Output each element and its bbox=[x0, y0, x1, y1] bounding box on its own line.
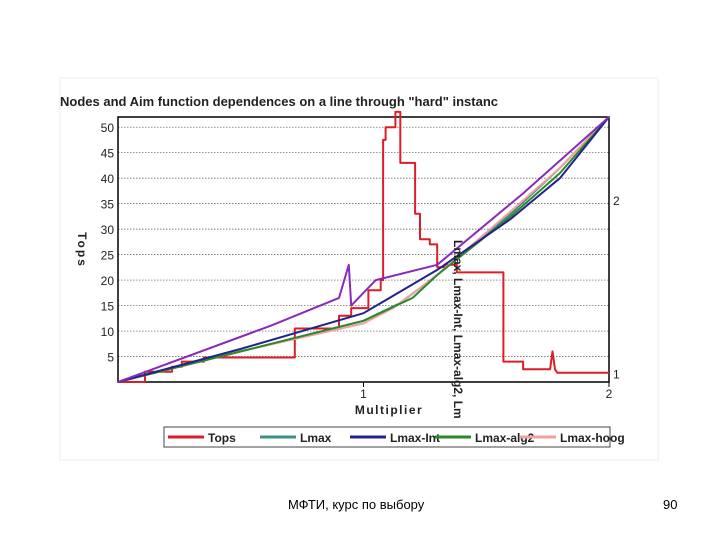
y-tick-label: 50 bbox=[101, 121, 115, 135]
y-tick-label: 35 bbox=[101, 198, 115, 212]
legend: Tops Lmax Lmax-Int Lmax-alg2 Lmax-hoog bbox=[163, 426, 625, 448]
legend-label: Lmax-alg2 bbox=[475, 431, 535, 445]
y-tick-label: 5 bbox=[107, 351, 114, 365]
y-tick-label: 45 bbox=[101, 147, 115, 161]
y-axis-ticks: 5 10 15 20 25 30 35 40 45 50 bbox=[101, 121, 115, 364]
legend-label: Lmax bbox=[300, 431, 332, 445]
y-tick-label: 20 bbox=[101, 274, 115, 288]
legend-label: Lmax-hoog bbox=[560, 431, 625, 445]
y2-axis-label: Lmax, Lmax-Int, Lmax-alg2, Lm bbox=[451, 240, 465, 419]
series-lines bbox=[117, 110, 610, 383]
y2-tick-label: 2 bbox=[613, 194, 620, 208]
series-lmax-alg2-line bbox=[117, 116, 610, 383]
series-extra-line bbox=[117, 116, 610, 383]
y2-tick-label: 1 bbox=[613, 367, 620, 381]
y-tick-label: 25 bbox=[101, 249, 115, 263]
x-tick-label: 1 bbox=[360, 387, 367, 401]
x-axis-label: Multiplier bbox=[355, 403, 423, 417]
chart-frame bbox=[59, 77, 659, 461]
legend-box bbox=[163, 426, 611, 448]
series-lmax-int-line bbox=[117, 116, 610, 383]
slide-number: 90 bbox=[663, 497, 678, 512]
legend-label: Tops bbox=[208, 431, 236, 445]
y-tick-label: 15 bbox=[101, 300, 115, 314]
y-tick-label: 40 bbox=[101, 172, 115, 186]
y2-axis-ticks: 21 bbox=[613, 194, 620, 381]
y-axis-label: Tops bbox=[75, 232, 89, 268]
legend-label: Lmax-Int bbox=[390, 431, 440, 445]
x-tick-label: 2 bbox=[606, 387, 613, 401]
y-tick-label: 30 bbox=[101, 223, 115, 237]
y-tick-label: 10 bbox=[101, 325, 115, 339]
footer-caption: МФТИ, курс по выбору bbox=[288, 497, 425, 512]
chart-title: Nodes and Aim function dependences on a … bbox=[60, 94, 498, 109]
grid bbox=[118, 126, 609, 357]
